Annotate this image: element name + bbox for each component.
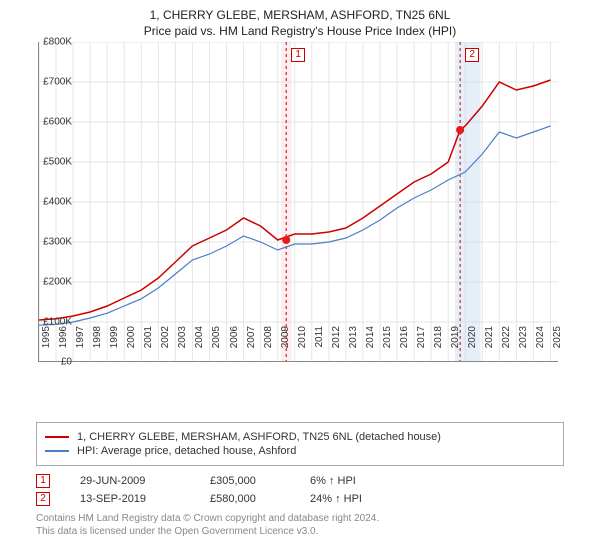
x-tick-label: 2020: [467, 326, 478, 366]
footer-line2: This data is licensed under the Open Gov…: [36, 525, 564, 538]
x-tick-label: 2017: [416, 326, 427, 366]
y-tick-label: £400K: [32, 197, 72, 208]
x-tick-label: 2021: [484, 326, 495, 366]
marker-data-row: 1 29-JUN-2009 £305,000 6% ↑ HPI: [36, 474, 564, 488]
marker-data-row: 2 13-SEP-2019 £580,000 24% ↑ HPI: [36, 492, 564, 506]
chart-titles: 1, CHERRY GLEBE, MERSHAM, ASHFORD, TN25 …: [0, 0, 600, 42]
y-tick-label: £500K: [32, 157, 72, 168]
x-tick-label: 2009: [280, 326, 291, 366]
marker-index-box: 2: [36, 492, 50, 506]
x-tick-label: 2010: [297, 326, 308, 366]
x-tick-label: 2012: [331, 326, 342, 366]
x-tick-label: 1995: [41, 326, 52, 366]
x-tick-label: 2001: [143, 326, 154, 366]
x-tick-label: 2019: [450, 326, 461, 366]
x-tick-label: 2015: [382, 326, 393, 366]
x-tick-label: 1998: [92, 326, 103, 366]
footer-attribution: Contains HM Land Registry data © Crown c…: [36, 512, 564, 538]
title-main: 1, CHERRY GLEBE, MERSHAM, ASHFORD, TN25 …: [0, 8, 600, 22]
x-tick-label: 2025: [552, 326, 563, 366]
chart-area: £0£100K£200K£300K£400K£500K£600K£700K£80…: [38, 42, 596, 382]
legend-label: HPI: Average price, detached house, Ashf…: [77, 445, 296, 457]
x-tick-label: 2016: [399, 326, 410, 366]
x-tick-label: 2006: [229, 326, 240, 366]
legend-row: 1, CHERRY GLEBE, MERSHAM, ASHFORD, TN25 …: [45, 431, 555, 443]
legend-row: HPI: Average price, detached house, Ashf…: [45, 445, 555, 457]
x-tick-label: 2002: [160, 326, 171, 366]
x-tick-label: 2008: [263, 326, 274, 366]
y-tick-label: £600K: [32, 117, 72, 128]
marker-pct: 24% ↑ HPI: [310, 493, 400, 505]
x-tick-label: 2018: [433, 326, 444, 366]
marker-date: 29-JUN-2009: [80, 475, 180, 487]
y-tick-label: £800K: [32, 37, 72, 48]
footer-line1: Contains HM Land Registry data © Crown c…: [36, 512, 564, 525]
x-tick-label: 1996: [58, 326, 69, 366]
marker-box: 2: [465, 48, 479, 62]
x-tick-label: 2000: [126, 326, 137, 366]
y-tick-label: £200K: [32, 277, 72, 288]
x-tick-label: 2013: [348, 326, 359, 366]
x-tick-label: 2004: [194, 326, 205, 366]
x-tick-label: 2007: [246, 326, 257, 366]
x-tick-label: 2005: [211, 326, 222, 366]
marker-index-box: 1: [36, 474, 50, 488]
x-tick-label: 2023: [518, 326, 529, 366]
x-tick-label: 2024: [535, 326, 546, 366]
line-chart: [38, 42, 558, 362]
x-tick-label: 2011: [314, 326, 325, 366]
x-tick-label: 2014: [365, 326, 376, 366]
x-tick-label: 2003: [177, 326, 188, 366]
legend: 1, CHERRY GLEBE, MERSHAM, ASHFORD, TN25 …: [36, 422, 564, 466]
title-sub: Price paid vs. HM Land Registry's House …: [0, 24, 600, 38]
marker-date: 13-SEP-2019: [80, 493, 180, 505]
y-tick-label: £700K: [32, 77, 72, 88]
x-tick-label: 1997: [75, 326, 86, 366]
marker-price: £305,000: [210, 475, 280, 487]
marker-box: 1: [291, 48, 305, 62]
x-tick-label: 1999: [109, 326, 120, 366]
y-tick-label: £300K: [32, 237, 72, 248]
marker-pct: 6% ↑ HPI: [310, 475, 400, 487]
marker-table: 1 29-JUN-2009 £305,000 6% ↑ HPI 2 13-SEP-2019…: [36, 474, 564, 506]
legend-swatch: [45, 436, 69, 438]
legend-swatch: [45, 450, 69, 452]
x-tick-label: 2022: [501, 326, 512, 366]
legend-label: 1, CHERRY GLEBE, MERSHAM, ASHFORD, TN25 …: [77, 431, 441, 443]
marker-price: £580,000: [210, 493, 280, 505]
